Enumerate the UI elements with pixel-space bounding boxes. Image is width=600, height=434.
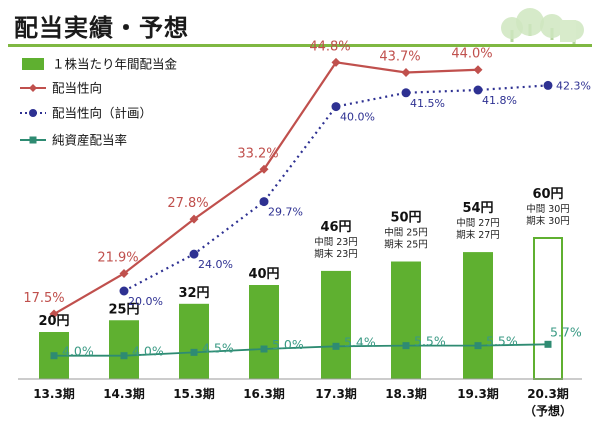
bar-14.3期 [109, 320, 139, 379]
payout-ratio-point [49, 309, 59, 319]
interim-label: 中間 30円 [526, 203, 570, 215]
payout-ratio-label: 43.7% [379, 49, 420, 64]
yearend-label: 期末 25円 [384, 239, 428, 251]
x-tick-label: 18.3期 [385, 386, 427, 401]
yearend-label: 期末 27円 [456, 229, 500, 241]
dividend-label: 25円 [108, 302, 139, 317]
planned-payout-point [331, 102, 341, 112]
planned-payout-point [401, 88, 411, 98]
dividend-label: 50円 [390, 211, 421, 226]
planned-payout-label: 41.5% [410, 97, 445, 110]
bar-17.3期 [321, 270, 351, 379]
doe-line [54, 343, 549, 357]
payout-ratio-label: 21.9% [97, 250, 138, 265]
planned-payout-label: 20.0% [128, 295, 163, 308]
dividend-label: 54円 [462, 201, 493, 216]
payout-ratio-label: 27.8% [167, 196, 208, 211]
page-title: 配当実績・予想 [14, 14, 189, 42]
legend-label-bar: １株当たり年間配当金 [52, 57, 178, 72]
dividend-bars [39, 237, 563, 380]
planned-payout-point [119, 286, 129, 296]
x-axis: 13.3期 14.3期 15.3期 16.3期 17.3期 18.3期 19.3期 20.3期… [18, 378, 582, 418]
doe-label: 5.7% [550, 324, 582, 339]
x-tick-label: 15.3期 [173, 386, 215, 401]
payout-ratio-label: 17.5% [23, 291, 64, 306]
yearend-label: 期末 23円 [314, 248, 358, 260]
payout-ratio-label: 44.0% [451, 47, 492, 62]
legend-label-payout: 配当性向 [52, 81, 102, 96]
legend-bar-swatch [22, 58, 44, 70]
doe-label: 4.0% [62, 344, 94, 359]
yearend-label: 期末 30円 [526, 215, 570, 227]
planned-payout-point [473, 85, 483, 95]
legend-label-plan: 配当性向（計画） [52, 106, 152, 121]
tree-crown [540, 14, 564, 38]
payout-ratio-point [331, 57, 341, 67]
ratio-lines [49, 57, 553, 360]
legend-doe-marker [29, 136, 37, 144]
bar-19.3期 [463, 252, 493, 379]
doe-point [50, 352, 58, 360]
bar-15.3期 [179, 303, 209, 379]
dividend-label: 60円 [532, 187, 563, 202]
x-tick-label: 16.3期 [243, 386, 285, 401]
dividend-label: 46円 [320, 220, 351, 235]
x-tick-label: 13.3期 [33, 386, 75, 401]
planned-payout-label: 41.8% [482, 94, 517, 107]
planned-payout-label: 42.3% [556, 79, 591, 92]
payout-ratio-point [119, 268, 129, 278]
doe-label: 5.5% [414, 334, 446, 349]
doe-point [474, 342, 482, 350]
interim-label: 中間 27円 [456, 217, 500, 229]
dividend-label: 32円 [178, 286, 209, 301]
doe-point [402, 342, 410, 350]
doe-point [120, 352, 128, 360]
doe-label: 5.0% [272, 337, 304, 352]
tree-crown [516, 8, 544, 36]
planned-payout-label: 29.7% [268, 206, 303, 219]
planned-payout-label: 24.0% [198, 258, 233, 271]
x-tick-label: 19.3期 [457, 386, 499, 401]
x-tick-note: （予想） [524, 403, 572, 418]
dividend-label: 20円 [38, 314, 69, 329]
payout-ratio-point [189, 214, 199, 224]
bar-16.3期 [249, 285, 279, 379]
x-tick-label: 14.3期 [103, 386, 145, 401]
x-tick-label: 17.3期 [315, 386, 357, 401]
title-rule [8, 44, 592, 47]
dividend-label: 40円 [248, 267, 279, 282]
planned-payout-label: 40.0% [340, 111, 375, 124]
planned-payout-point [543, 80, 553, 90]
interim-label: 中間 25円 [384, 227, 428, 239]
tree-decoration [501, 8, 584, 44]
payout-ratio-point [473, 65, 483, 75]
doe-label: 5.5% [486, 334, 518, 349]
legend-payout-marker [29, 84, 37, 92]
payout-ratio-point [259, 164, 269, 174]
doe-point [190, 348, 198, 356]
payout-ratio-label: 44.8% [309, 39, 350, 54]
x-tick-label: 20.3期 [527, 386, 569, 401]
legend-label-doe: 純資産配当率 [52, 133, 127, 148]
doe-point [544, 340, 552, 348]
interim-label: 中間 23円 [314, 236, 358, 248]
bar-18.3期 [391, 261, 421, 379]
legend-plan-marker [29, 109, 37, 117]
doe-point [260, 345, 268, 353]
doe-label: 4.5% [202, 340, 234, 355]
building-icon [560, 20, 576, 42]
doe-label: 4.0% [132, 344, 164, 359]
planned-payout-point [259, 197, 269, 207]
doe-label: 5.4% [344, 334, 376, 349]
payout-ratio-point [401, 67, 411, 77]
planned-payout-point [189, 249, 199, 259]
bar-20.3期 [533, 237, 563, 380]
payout-ratio-label: 33.2% [237, 146, 278, 161]
doe-point [332, 342, 340, 350]
